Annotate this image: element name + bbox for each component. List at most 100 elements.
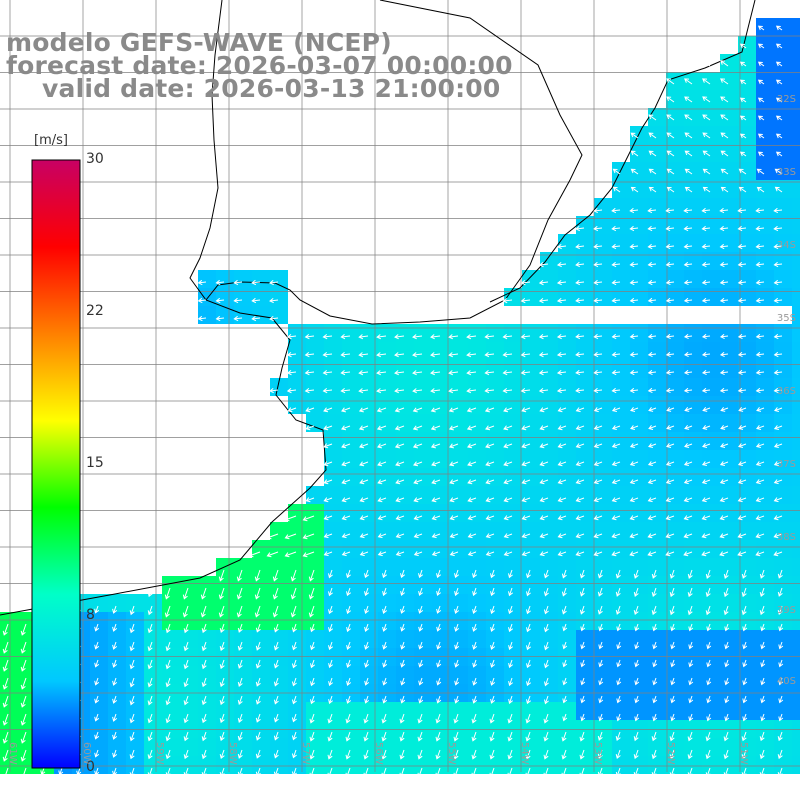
wind-arrow xyxy=(647,261,657,268)
wind-arrow xyxy=(666,424,675,430)
wind-arrow xyxy=(489,731,495,742)
wind-speed-cell xyxy=(576,324,594,342)
wind-speed-cell xyxy=(684,270,702,288)
wind-arrow xyxy=(683,333,693,340)
wind-speed-cell xyxy=(414,756,432,774)
wind-arrow xyxy=(611,533,621,539)
wind-arrow xyxy=(777,605,783,615)
wind-arrow xyxy=(557,515,567,521)
wind-arrow xyxy=(2,623,9,636)
wind-speed-cell xyxy=(684,612,702,630)
wind-arrow xyxy=(759,587,765,597)
wind-arrow xyxy=(647,297,657,304)
wind-speed-cell xyxy=(540,360,558,378)
wind-arrow xyxy=(284,533,297,540)
wind-arrow xyxy=(593,551,603,557)
wind-arrow xyxy=(233,315,243,322)
wind-arrow xyxy=(593,369,603,376)
wind-arrow xyxy=(720,96,729,103)
wind-arrow xyxy=(579,569,585,579)
wind-speed-cell xyxy=(270,558,288,576)
wind-speed-cell xyxy=(720,756,738,774)
wind-arrow xyxy=(616,713,622,722)
wind-arrow xyxy=(503,497,513,503)
wind-arrow xyxy=(701,515,711,521)
wind-arrow xyxy=(756,186,765,193)
wind-arrow xyxy=(669,749,675,760)
wind-speed-cell xyxy=(0,630,18,648)
wind-speed-cell xyxy=(792,450,800,468)
wind-arrow xyxy=(773,369,783,376)
wind-speed-cell xyxy=(540,270,558,288)
wind-arrow xyxy=(773,225,783,232)
wind-speed-cell xyxy=(540,648,558,666)
wind-arrow xyxy=(593,533,603,539)
wind-arrow xyxy=(611,351,621,358)
wind-speed-cell xyxy=(630,576,648,594)
wind-speed-cell xyxy=(576,360,594,378)
wind-arrow xyxy=(341,425,351,431)
wind-speed-cell xyxy=(774,126,792,144)
wind-speed-cell xyxy=(738,90,756,108)
wind-arrow xyxy=(737,207,747,214)
wind-arrow xyxy=(755,443,765,448)
wind-arrow xyxy=(579,749,585,760)
wind-speed-cell xyxy=(702,234,720,252)
wind-arrow xyxy=(742,623,748,632)
wind-speed-cell xyxy=(162,576,180,594)
wind-speed-cell xyxy=(612,558,630,576)
wind-arrow xyxy=(112,749,118,758)
wind-speed-cell xyxy=(612,378,630,396)
wind-speed-cell xyxy=(756,126,774,144)
wind-arrow xyxy=(273,749,279,759)
wind-arrow xyxy=(255,713,261,723)
wind-arrow xyxy=(683,461,693,466)
wind-arrow xyxy=(629,297,639,304)
wind-speed-cell xyxy=(324,558,342,576)
wind-arrow xyxy=(701,351,711,358)
wind-speed-cell xyxy=(756,666,774,684)
wind-arrow xyxy=(737,461,747,466)
wind-speed-cell xyxy=(468,666,486,684)
wind-speed-cell xyxy=(162,594,180,612)
wind-arrow xyxy=(472,623,478,632)
wind-arrow xyxy=(666,406,675,412)
wind-arrow xyxy=(413,479,423,485)
wind-speed-cell xyxy=(324,720,342,738)
wind-speed-cell xyxy=(666,216,684,234)
wind-speed-cell xyxy=(486,576,504,594)
wind-speed-cell xyxy=(558,576,576,594)
wind-arrow xyxy=(593,497,603,503)
wind-arrow xyxy=(757,97,765,103)
wind-arrow xyxy=(598,713,604,722)
wind-speed-cell xyxy=(774,144,792,162)
wind-speed-cell xyxy=(594,720,612,738)
wind-arrow xyxy=(702,78,711,85)
wind-arrow xyxy=(773,333,783,340)
wind-speed-cell xyxy=(522,720,540,738)
wind-speed-cell xyxy=(648,558,666,576)
wind-speed-cell xyxy=(774,324,792,342)
wind-arrow xyxy=(215,279,225,286)
wind-arrow xyxy=(94,623,100,632)
wind-speed-cell xyxy=(468,324,486,342)
wind-arrow xyxy=(539,479,549,485)
wind-speed-cell xyxy=(738,594,756,612)
wind-arrow xyxy=(597,569,603,579)
wind-speed-cell xyxy=(126,738,144,756)
wind-speed-cell xyxy=(684,594,702,612)
wind-arrow xyxy=(738,168,747,175)
wind-arrow xyxy=(629,225,639,232)
wind-arrow xyxy=(341,479,351,485)
wind-arrow xyxy=(683,225,693,232)
wind-arrow xyxy=(705,605,711,616)
wind-arrow xyxy=(308,587,315,600)
wind-speed-cell xyxy=(792,540,800,558)
wind-arrow xyxy=(472,695,478,704)
wind-speed-cell xyxy=(162,738,180,756)
wind-arrow xyxy=(76,767,82,776)
wind-speed-cell xyxy=(666,612,684,630)
wind-speed-cell xyxy=(180,612,198,630)
wind-speed-cell xyxy=(558,378,576,396)
wind-arrow xyxy=(381,749,387,760)
